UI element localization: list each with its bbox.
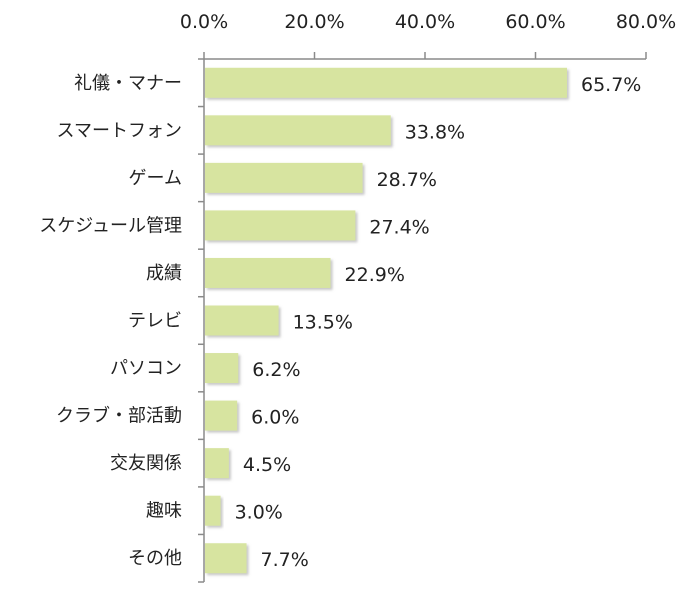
bar — [205, 448, 229, 479]
bar — [205, 400, 238, 431]
data-label: 7.7% — [261, 549, 309, 571]
bar — [205, 257, 331, 288]
category-label: スケジュール管理 — [39, 215, 182, 236]
data-label: 6.0% — [251, 407, 299, 429]
bar — [205, 67, 567, 98]
bar — [205, 210, 356, 241]
category-label: ゲーム — [129, 168, 182, 189]
data-label: 33.8% — [405, 121, 465, 143]
data-label: 28.7% — [377, 169, 437, 191]
data-label: 27.4% — [369, 216, 429, 238]
x-tick-label: 80.0% — [616, 11, 676, 33]
bar — [205, 353, 239, 384]
category-label: 成績 — [146, 263, 182, 284]
category-label: 礼儀・マナー — [74, 73, 182, 94]
bar — [205, 543, 247, 574]
category-label: クラブ・部活動 — [56, 405, 182, 427]
bar — [205, 162, 363, 193]
x-tick-label: 40.0% — [395, 11, 455, 33]
category-label: 交友関係 — [110, 453, 182, 474]
axes-layer — [198, 52, 647, 583]
data-label: 13.5% — [293, 312, 353, 334]
data-label: 65.7% — [581, 74, 641, 96]
data-label: 3.0% — [235, 502, 283, 524]
data-label: 4.5% — [243, 454, 291, 476]
x-tick-label: 20.0% — [284, 11, 344, 33]
labels-layer: 0.0% 20.0% 40.0% 60.0% 80.0% 礼儀・マナー 65.7% スマートフ… — [39, 11, 676, 571]
category-label: その他 — [128, 548, 182, 569]
category-label: 趣味 — [146, 501, 182, 522]
bar — [205, 305, 279, 336]
data-label: 6.2% — [252, 359, 300, 381]
bars-layer — [205, 67, 567, 574]
x-tick-label: 60.0% — [505, 11, 565, 33]
bar — [205, 495, 221, 526]
category-label: パソコン — [110, 358, 182, 379]
x-tick-label: 0.0% — [180, 11, 228, 33]
bar — [205, 115, 391, 146]
category-label: スマートフォン — [57, 120, 182, 141]
data-label: 22.9% — [345, 264, 405, 286]
category-label: テレビ — [128, 311, 182, 332]
